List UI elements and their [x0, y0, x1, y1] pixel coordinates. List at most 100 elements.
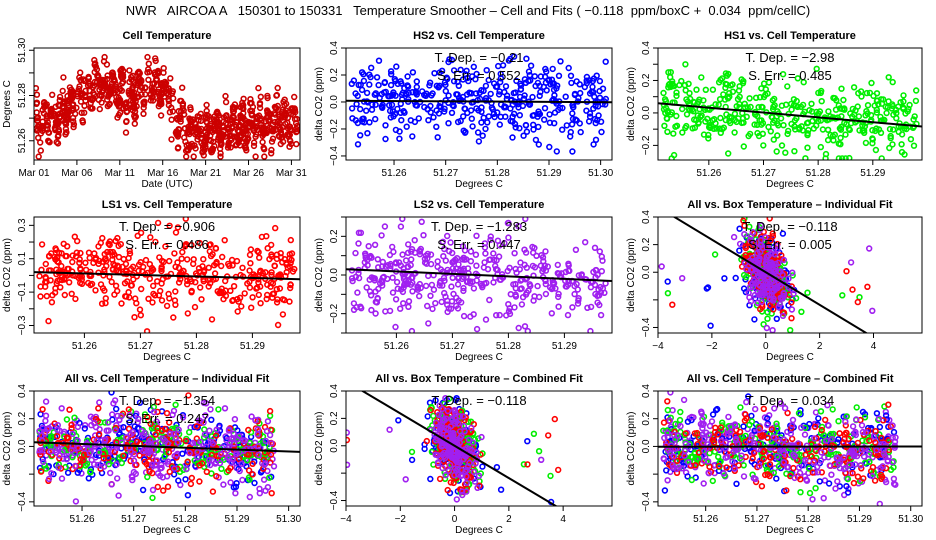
- data-point: [204, 115, 211, 122]
- data-point: [475, 138, 483, 145]
- data-point: [497, 78, 504, 86]
- data-point: [222, 292, 230, 299]
- data-point: [261, 153, 268, 160]
- data-point: [377, 280, 384, 287]
- data-point: [233, 480, 240, 487]
- data-point: [564, 311, 572, 319]
- data-point: [51, 253, 58, 261]
- data-point: [38, 241, 46, 248]
- data-point: [413, 78, 420, 85]
- data-point: [735, 87, 743, 94]
- data-point: [502, 113, 509, 120]
- data-point: [462, 128, 469, 136]
- data-point: [869, 135, 876, 142]
- data-point: [482, 125, 489, 133]
- data-point: [149, 469, 156, 477]
- data-point: [177, 97, 184, 105]
- data-point: [801, 108, 808, 116]
- y-tick-label: 0.2: [641, 237, 652, 251]
- data-point: [229, 112, 237, 120]
- data-point: [197, 110, 205, 118]
- y-tick-label: 51.30: [17, 37, 28, 62]
- data-point: [116, 109, 124, 117]
- data-point: [461, 247, 469, 254]
- data-point: [162, 243, 169, 250]
- data-point: [73, 237, 81, 245]
- data-point: [67, 88, 74, 96]
- data-point: [45, 129, 53, 136]
- data-point: [810, 125, 817, 132]
- data-point: [399, 217, 406, 223]
- data-point: [71, 462, 79, 470]
- data-point: [175, 279, 183, 286]
- data-point: [95, 243, 102, 250]
- data-point: [354, 119, 361, 127]
- data-point: [69, 258, 76, 266]
- data-point: [81, 422, 89, 429]
- data-point: [389, 274, 396, 281]
- data-point: [842, 131, 849, 138]
- data-point: [842, 155, 849, 160]
- data-point: [432, 419, 440, 427]
- data-point: [586, 113, 594, 120]
- data-point: [173, 454, 180, 461]
- data-point: [444, 486, 451, 494]
- data-point: [449, 259, 456, 266]
- data-point: [870, 92, 877, 100]
- data-point: [434, 459, 442, 466]
- data-point: [288, 250, 296, 257]
- data-point: [147, 234, 154, 241]
- data-point: [145, 439, 152, 446]
- data-point: [740, 271, 748, 279]
- data-point: [448, 56, 456, 64]
- data-point: [95, 431, 103, 438]
- data-point: [157, 287, 164, 295]
- data-point: [287, 236, 294, 244]
- data-point: [759, 292, 766, 299]
- data-point: [667, 68, 674, 76]
- data-point: [442, 257, 449, 264]
- data-point: [447, 479, 454, 486]
- data-point: [54, 422, 61, 429]
- data-point: [386, 251, 394, 259]
- data-point: [43, 292, 50, 300]
- data-point: [765, 123, 772, 131]
- data-point: [558, 126, 566, 133]
- data-point: [532, 136, 540, 144]
- data-point: [281, 296, 288, 304]
- data-point: [173, 421, 180, 429]
- data-point: [34, 126, 42, 134]
- data-point: [460, 113, 467, 120]
- data-point: [749, 283, 757, 291]
- data-point: [509, 118, 516, 125]
- x-axis-label: Degrees C: [766, 179, 814, 190]
- data-point: [366, 288, 374, 295]
- data-point: [225, 455, 233, 462]
- data-point: [225, 139, 233, 146]
- data-point: [217, 139, 224, 146]
- data-point: [291, 105, 298, 112]
- data-point: [472, 270, 480, 277]
- data-point: [869, 307, 876, 314]
- data-point: [664, 128, 671, 136]
- data-point: [790, 96, 798, 103]
- data-point: [96, 105, 104, 113]
- data-point: [37, 468, 45, 475]
- data-point: [529, 112, 536, 119]
- data-point: [213, 473, 220, 480]
- x-tick-label: 51.29: [224, 514, 249, 525]
- data-point: [222, 92, 229, 100]
- data-point: [541, 104, 549, 112]
- data-point: [545, 77, 553, 84]
- data-point: [268, 150, 275, 157]
- data-point: [136, 306, 144, 313]
- data-point: [263, 427, 271, 435]
- data-point: [247, 246, 255, 253]
- data-point: [597, 311, 605, 319]
- data-point: [58, 405, 65, 412]
- x-tick-label: 51.27: [751, 168, 776, 179]
- data-point: [126, 250, 134, 257]
- data-point: [123, 434, 130, 441]
- data-point: [872, 146, 880, 154]
- data-point: [164, 440, 172, 447]
